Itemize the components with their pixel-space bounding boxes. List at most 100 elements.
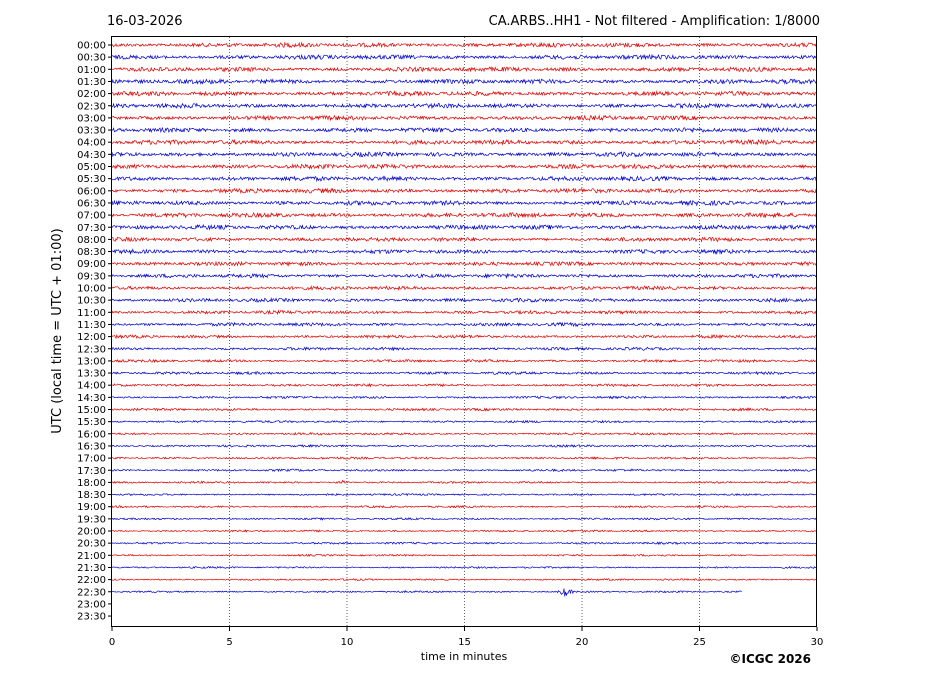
row-time-label: 18:30 <box>77 490 106 501</box>
row-time-label: 12:00 <box>77 332 106 343</box>
seismic-trace-0730 <box>111 223 818 231</box>
row-time-label: 04:00 <box>77 138 106 149</box>
seismic-trace-1800 <box>111 479 818 485</box>
row-time-label: 19:00 <box>77 502 106 513</box>
seismic-trace-0930 <box>111 272 818 280</box>
row-time-label: 03:00 <box>77 113 106 124</box>
row-time-label: 02:00 <box>77 89 106 100</box>
seismic-trace-1500 <box>111 407 818 412</box>
chart-title: CA.ARBS..HH1 - Not filtered - Amplificat… <box>489 14 820 29</box>
row-time-label: 08:30 <box>77 247 106 258</box>
seismic-trace-1300 <box>111 358 818 364</box>
row-time-label: 15:00 <box>77 405 106 416</box>
row-time-label: 14:00 <box>77 381 106 392</box>
row-time-label: 20:00 <box>77 527 106 538</box>
seismic-trace-2030 <box>111 541 818 546</box>
row-time-label: 16:00 <box>77 429 106 440</box>
seismic-trace-0130 <box>111 78 818 85</box>
seismic-trace-0100 <box>111 66 817 73</box>
seismic-trace-1230 <box>111 346 818 352</box>
seismic-trace-1930 <box>111 517 817 521</box>
seismic-trace-1700 <box>111 456 818 461</box>
row-time-label: 03:30 <box>77 126 106 137</box>
x-tick-label: 25 <box>693 637 706 648</box>
row-time-label: 05:30 <box>77 174 106 185</box>
seismic-trace-1830 <box>111 492 817 497</box>
x-tick-label: 0 <box>109 637 115 648</box>
row-time-label: 07:30 <box>77 223 106 234</box>
seismic-trace-1400 <box>111 382 818 388</box>
x-tick-label: 20 <box>576 637 589 648</box>
row-time-label: 06:00 <box>77 186 106 197</box>
seismic-trace-1430 <box>111 395 818 400</box>
row-time-label: 00:30 <box>77 53 106 64</box>
row-time-label: 14:30 <box>77 393 106 404</box>
row-time-label: 06:30 <box>77 198 106 209</box>
seismic-trace-0700 <box>111 211 817 219</box>
row-time-label: 05:00 <box>77 162 106 173</box>
seismic-trace-0500 <box>111 163 817 170</box>
seismic-trace-1100 <box>111 309 818 316</box>
x-tick-label: 15 <box>458 637 471 648</box>
row-time-label: 15:30 <box>77 417 106 428</box>
row-time-label: 02:30 <box>77 101 106 112</box>
seismic-trace-0200 <box>111 90 817 97</box>
grid-lines <box>229 37 700 627</box>
seismic-trace-0630 <box>111 199 818 207</box>
plot-frame <box>111 36 817 627</box>
row-time-label: 21:00 <box>77 551 106 562</box>
row-time-label: 13:30 <box>77 369 106 380</box>
row-time-label: 09:30 <box>77 271 106 282</box>
row-time-label: 17:30 <box>77 466 106 477</box>
seismic-trace-2230 <box>111 588 742 597</box>
row-time-label: 22:00 <box>77 575 106 586</box>
row-time-label: 00:00 <box>77 41 106 52</box>
row-time-label: 10:30 <box>77 296 106 307</box>
x-tick-label: 30 <box>811 637 824 648</box>
seismic-trace-0900 <box>111 260 818 267</box>
seismic-trace-2100 <box>111 553 818 557</box>
row-time-label: 16:30 <box>77 441 106 452</box>
seismic-trace-2130 <box>111 565 817 569</box>
row-time-label: 18:00 <box>77 478 106 489</box>
seismic-trace-1730 <box>111 468 818 473</box>
row-time-label: 19:30 <box>77 514 106 525</box>
seismic-trace-1000 <box>111 285 818 291</box>
row-time-label: 10:00 <box>77 284 106 295</box>
x-tick-label: 5 <box>226 637 232 648</box>
date-label: 16-03-2026 <box>107 14 183 29</box>
copyright-label: ©ICGC 2026 <box>729 652 811 666</box>
seismic-trace-0830 <box>111 248 817 255</box>
seismic-trace-2000 <box>111 529 817 533</box>
seismic-trace-1530 <box>111 419 817 424</box>
row-time-label: 07:00 <box>77 211 106 222</box>
y-axis-label: UTC (local time = UTC + 01:00) <box>50 228 65 433</box>
row-time-label: 23:00 <box>77 599 106 610</box>
seismic-trace-0300 <box>111 114 818 122</box>
seismic-trace-1630 <box>111 444 818 448</box>
seismic-trace-1330 <box>111 370 817 376</box>
row-time-label: 12:30 <box>77 344 106 355</box>
row-time-label: 23:30 <box>77 612 106 623</box>
x-tick-label: 10 <box>341 637 354 648</box>
seismic-trace-0230 <box>111 102 817 110</box>
seismic-trace-0030 <box>111 53 818 61</box>
row-time-label: 22:30 <box>77 587 106 598</box>
row-time-label: 20:30 <box>77 539 106 550</box>
row-time-label: 04:30 <box>77 150 106 161</box>
seismic-trace-0600 <box>111 187 818 195</box>
row-time-label: 11:00 <box>77 308 106 319</box>
row-time-label: 01:30 <box>77 77 106 88</box>
seismic-trace-1900 <box>111 504 817 509</box>
row-time-label: 21:30 <box>77 563 106 574</box>
seismic-trace-0000 <box>111 41 818 49</box>
seismic-trace-0400 <box>111 138 817 146</box>
row-time-label: 01:00 <box>77 65 106 76</box>
x-axis-ticks: 0 5 10 15 20 25 30 <box>109 627 824 648</box>
seismic-trace-1030 <box>111 297 818 303</box>
row-time-label: 17:00 <box>77 454 106 465</box>
x-axis-label: time in minutes <box>421 650 508 663</box>
seismic-trace-1600 <box>111 431 817 436</box>
